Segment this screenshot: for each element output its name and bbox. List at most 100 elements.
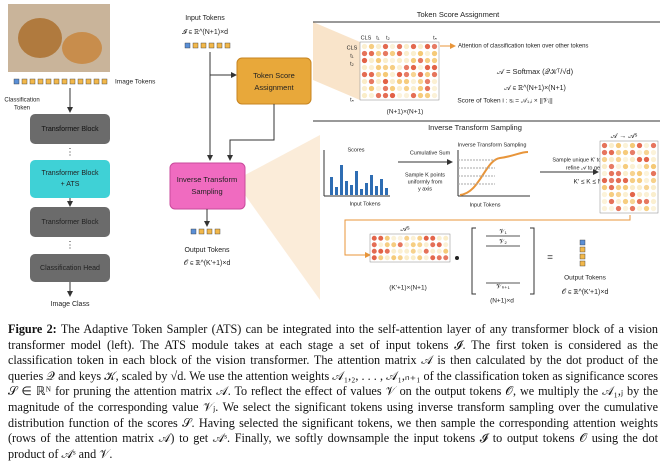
cell (391, 235, 397, 241)
cell (622, 142, 629, 149)
label: 𝒪 ∈ ℝ^(K′+1)×d (562, 289, 609, 296)
cell (396, 43, 403, 50)
score-bar (330, 177, 333, 195)
label: uniformly from (408, 179, 443, 185)
cell (615, 177, 622, 184)
cell (608, 142, 615, 149)
label: Assignment (254, 83, 294, 92)
cell (403, 57, 410, 64)
cell (410, 248, 416, 254)
score-bar (365, 183, 368, 195)
score-bar (350, 185, 353, 195)
cell (608, 177, 615, 184)
label: Input Tokens (469, 202, 500, 208)
score-bar (375, 186, 378, 195)
cell (417, 43, 424, 50)
cell (430, 242, 436, 248)
cell (396, 50, 403, 57)
cell (436, 242, 442, 248)
cell (389, 78, 396, 85)
cell (601, 142, 608, 149)
label: Input Tokens (349, 201, 380, 207)
cell (431, 92, 438, 99)
cell (643, 205, 650, 212)
cell (431, 78, 438, 85)
cell (378, 255, 384, 261)
cell (629, 149, 636, 156)
label: refine 𝒜 to get 𝒜ˢ (566, 165, 611, 171)
label: Output Tokens (184, 247, 230, 254)
cell (615, 149, 622, 156)
cell (443, 235, 449, 241)
cell (396, 71, 403, 78)
cell (361, 92, 368, 99)
cell (629, 142, 636, 149)
label: (N+1)×d (490, 298, 514, 305)
connector (344, 215, 631, 258)
cell (361, 85, 368, 92)
cell (389, 57, 396, 64)
cell (410, 78, 417, 85)
cell (424, 57, 431, 64)
cell (410, 43, 417, 50)
label: Transformer Block (42, 219, 99, 226)
cell (375, 85, 382, 92)
cell (371, 242, 377, 248)
cell (423, 248, 429, 254)
cell (417, 71, 424, 78)
eq-op: = (547, 253, 553, 264)
cell (622, 177, 629, 184)
zoom-cone (245, 135, 320, 300)
cell (417, 92, 424, 99)
cell (622, 156, 629, 163)
cell (404, 255, 410, 261)
token (224, 42, 231, 49)
cell (382, 85, 389, 92)
label: Cumulative Sum (410, 150, 451, 156)
token (37, 78, 44, 85)
cell (404, 235, 410, 241)
matrix (369, 233, 451, 263)
cell (403, 64, 410, 71)
cell (391, 242, 397, 248)
cell (424, 92, 431, 99)
cell (636, 184, 643, 191)
cell (629, 156, 636, 163)
cell (431, 50, 438, 57)
cell (361, 57, 368, 64)
cell (601, 184, 608, 191)
cell (417, 78, 424, 85)
cell (368, 64, 375, 71)
label: Inverse Transform (177, 175, 237, 184)
label: CLS (361, 35, 372, 41)
cell (410, 50, 417, 57)
score-bar (370, 175, 373, 195)
cell (601, 170, 608, 177)
label: Input Tokens (185, 15, 225, 22)
cell (650, 198, 657, 205)
cell (629, 198, 636, 205)
cell (424, 71, 431, 78)
label: Image Class (51, 301, 90, 308)
caption: Figure 2: The Adaptive Token Sampler (AT… (8, 322, 658, 462)
token (208, 42, 215, 49)
cell (361, 50, 368, 57)
cell (378, 248, 384, 254)
cell (643, 156, 650, 163)
cell (375, 78, 382, 85)
cell (403, 85, 410, 92)
label: Inverse Transform Sampling (458, 142, 527, 148)
caption-label: Figure 2: (8, 322, 57, 336)
label: 𝒜 = Softmax (𝒬𝒦ᵀ/√d) (497, 67, 574, 76)
token (200, 42, 207, 49)
token (101, 78, 108, 85)
score-bar (340, 165, 343, 195)
cell (443, 248, 449, 254)
cell (410, 255, 416, 261)
label: 𝒱₂ (499, 239, 507, 246)
cell (615, 163, 622, 170)
label: y axis (418, 186, 432, 192)
token (85, 78, 92, 85)
cell (608, 149, 615, 156)
cell (608, 191, 615, 198)
